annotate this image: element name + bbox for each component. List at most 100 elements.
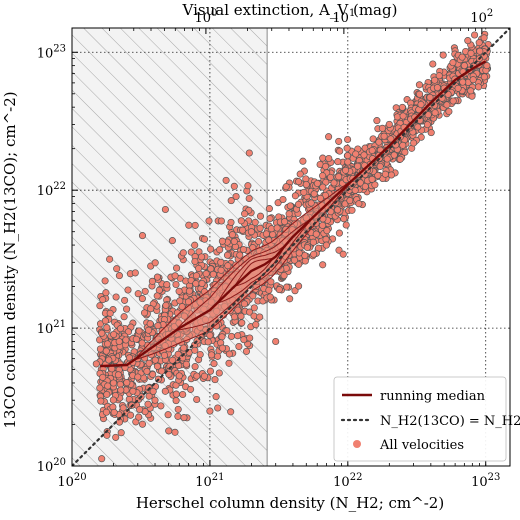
scatter-point-2387 bbox=[98, 329, 106, 337]
scatter-point-2117 bbox=[266, 215, 274, 223]
scatter-point-175 bbox=[235, 342, 243, 351]
scatter-point-2294 bbox=[110, 330, 118, 339]
scatter-point-2183 bbox=[217, 266, 225, 274]
scatter-point-2125 bbox=[378, 124, 386, 132]
scatter-point-2384 bbox=[330, 179, 338, 187]
scatter-point-2389 bbox=[180, 344, 188, 352]
scatter-point-1576 bbox=[179, 390, 187, 399]
scatter-point-1328 bbox=[467, 87, 475, 95]
scatter-point-2180 bbox=[427, 129, 435, 137]
scatter-point-2415 bbox=[344, 158, 352, 166]
top-tick-label-2: 102 bbox=[470, 8, 493, 26]
scatter-point-903 bbox=[291, 287, 299, 295]
scatter-point-1477 bbox=[153, 273, 161, 281]
scatter-point-2261 bbox=[180, 312, 188, 320]
scatter-point-2255 bbox=[214, 404, 222, 412]
scatter-point-2087 bbox=[374, 171, 382, 180]
scatter-point-1838 bbox=[141, 287, 149, 295]
y-tick-label-1: 1021 bbox=[37, 319, 66, 337]
contour-layer bbox=[132, 177, 356, 362]
scatter-point-2331 bbox=[149, 387, 157, 395]
scatter-point-1627 bbox=[245, 194, 253, 203]
scatter-point-2038 bbox=[101, 317, 109, 325]
scatter-point-1763 bbox=[322, 162, 330, 171]
scatter-point-1747 bbox=[209, 270, 217, 278]
scatter-point-1210 bbox=[101, 277, 109, 285]
scatter-point-376 bbox=[113, 265, 121, 273]
scatter-point-1992 bbox=[236, 251, 244, 259]
scatter-point-2408 bbox=[192, 272, 201, 280]
scatter-point-1783 bbox=[215, 369, 223, 377]
scatter-point-2411 bbox=[247, 228, 255, 236]
scatter-point-1637 bbox=[228, 231, 236, 239]
scatter-point-2193 bbox=[467, 49, 475, 57]
scatter-point-1402 bbox=[202, 270, 210, 278]
scatter-point-1438 bbox=[106, 255, 114, 263]
scatter-point-1690 bbox=[205, 217, 213, 225]
scatter-point-2179 bbox=[239, 226, 247, 234]
scatter-point-512 bbox=[191, 241, 199, 249]
scatter-point-2312 bbox=[310, 250, 318, 258]
scatter-point-553 bbox=[439, 51, 447, 59]
scatter-point-6 bbox=[112, 433, 120, 441]
scatter-point-1621 bbox=[116, 325, 125, 333]
scatter-point-1825 bbox=[295, 178, 303, 186]
scatter-point-2290 bbox=[303, 243, 311, 252]
scatter-point-1722 bbox=[171, 428, 179, 436]
scatter-point-2262 bbox=[207, 351, 216, 359]
legend-label-equality: N_H2(13CO) = N_H2 bbox=[380, 414, 520, 429]
scatter-point-1963 bbox=[131, 269, 139, 277]
scatter-point-1373 bbox=[274, 199, 282, 207]
scatter-point-1604 bbox=[393, 113, 401, 121]
scatter-point-1833 bbox=[256, 313, 264, 321]
scatter-point-2299 bbox=[237, 217, 245, 225]
x-axis-label: Herschel column density (N_H2; cm^-2) bbox=[136, 494, 444, 512]
scatter-point-1953 bbox=[123, 379, 131, 387]
scatter-point-2395 bbox=[313, 179, 321, 188]
scatter-point-927 bbox=[98, 455, 106, 463]
scatter-point-2365 bbox=[145, 359, 153, 367]
scatter-point-2287 bbox=[140, 309, 149, 317]
scatter-point-909 bbox=[179, 249, 187, 257]
scatter-point-1538 bbox=[234, 332, 242, 340]
scatter-point-2385 bbox=[198, 279, 206, 288]
scatter-point-2221 bbox=[469, 76, 477, 84]
scatter-point-1480 bbox=[151, 259, 159, 267]
scatter-point-422 bbox=[172, 280, 180, 289]
scatter-point-1831 bbox=[336, 147, 344, 155]
scatter-point-752 bbox=[191, 363, 199, 371]
scatter-point-1977 bbox=[255, 237, 263, 246]
scatter-point-2027 bbox=[286, 202, 294, 210]
scatter-point-1599 bbox=[153, 362, 161, 370]
scatter-point-2420 bbox=[460, 62, 468, 70]
scatter-point-1816 bbox=[117, 386, 125, 394]
scatter-point-2235 bbox=[343, 144, 351, 152]
scatter-point-2325 bbox=[136, 405, 144, 414]
scatter-point-651 bbox=[112, 293, 120, 301]
scatter-point-502 bbox=[174, 412, 182, 420]
scatter-point-2400 bbox=[92, 360, 100, 368]
scatter-point-2210 bbox=[326, 173, 335, 181]
scatter-point-2394 bbox=[294, 200, 303, 208]
scatter-point-1018 bbox=[138, 420, 147, 428]
scatter-point-1809 bbox=[480, 73, 488, 81]
scatter-point-2190 bbox=[165, 370, 173, 378]
scatter-point-2240 bbox=[273, 224, 281, 232]
y-tick-label-2: 1022 bbox=[37, 181, 66, 199]
y-tick-label-0: 1020 bbox=[37, 457, 66, 475]
scatter-point-1110 bbox=[121, 296, 129, 304]
scatter-point-2228 bbox=[222, 176, 230, 184]
scatter-point-2391 bbox=[417, 100, 425, 109]
scatter-point-2371 bbox=[240, 300, 248, 308]
scatter-point-458 bbox=[115, 272, 123, 280]
scatter-point-2295 bbox=[300, 188, 308, 196]
scatter-point-1946 bbox=[251, 218, 259, 226]
scatter-point-2373 bbox=[200, 235, 209, 243]
scatter-point-2379 bbox=[218, 344, 227, 352]
scatter-point-1840 bbox=[187, 385, 195, 393]
scatter-point-2364 bbox=[230, 313, 239, 321]
scatter-point-1997 bbox=[323, 227, 331, 235]
scatter-point-2328 bbox=[387, 135, 395, 143]
scatter-point-2304 bbox=[483, 62, 491, 70]
scatter-point-2401 bbox=[109, 379, 118, 387]
